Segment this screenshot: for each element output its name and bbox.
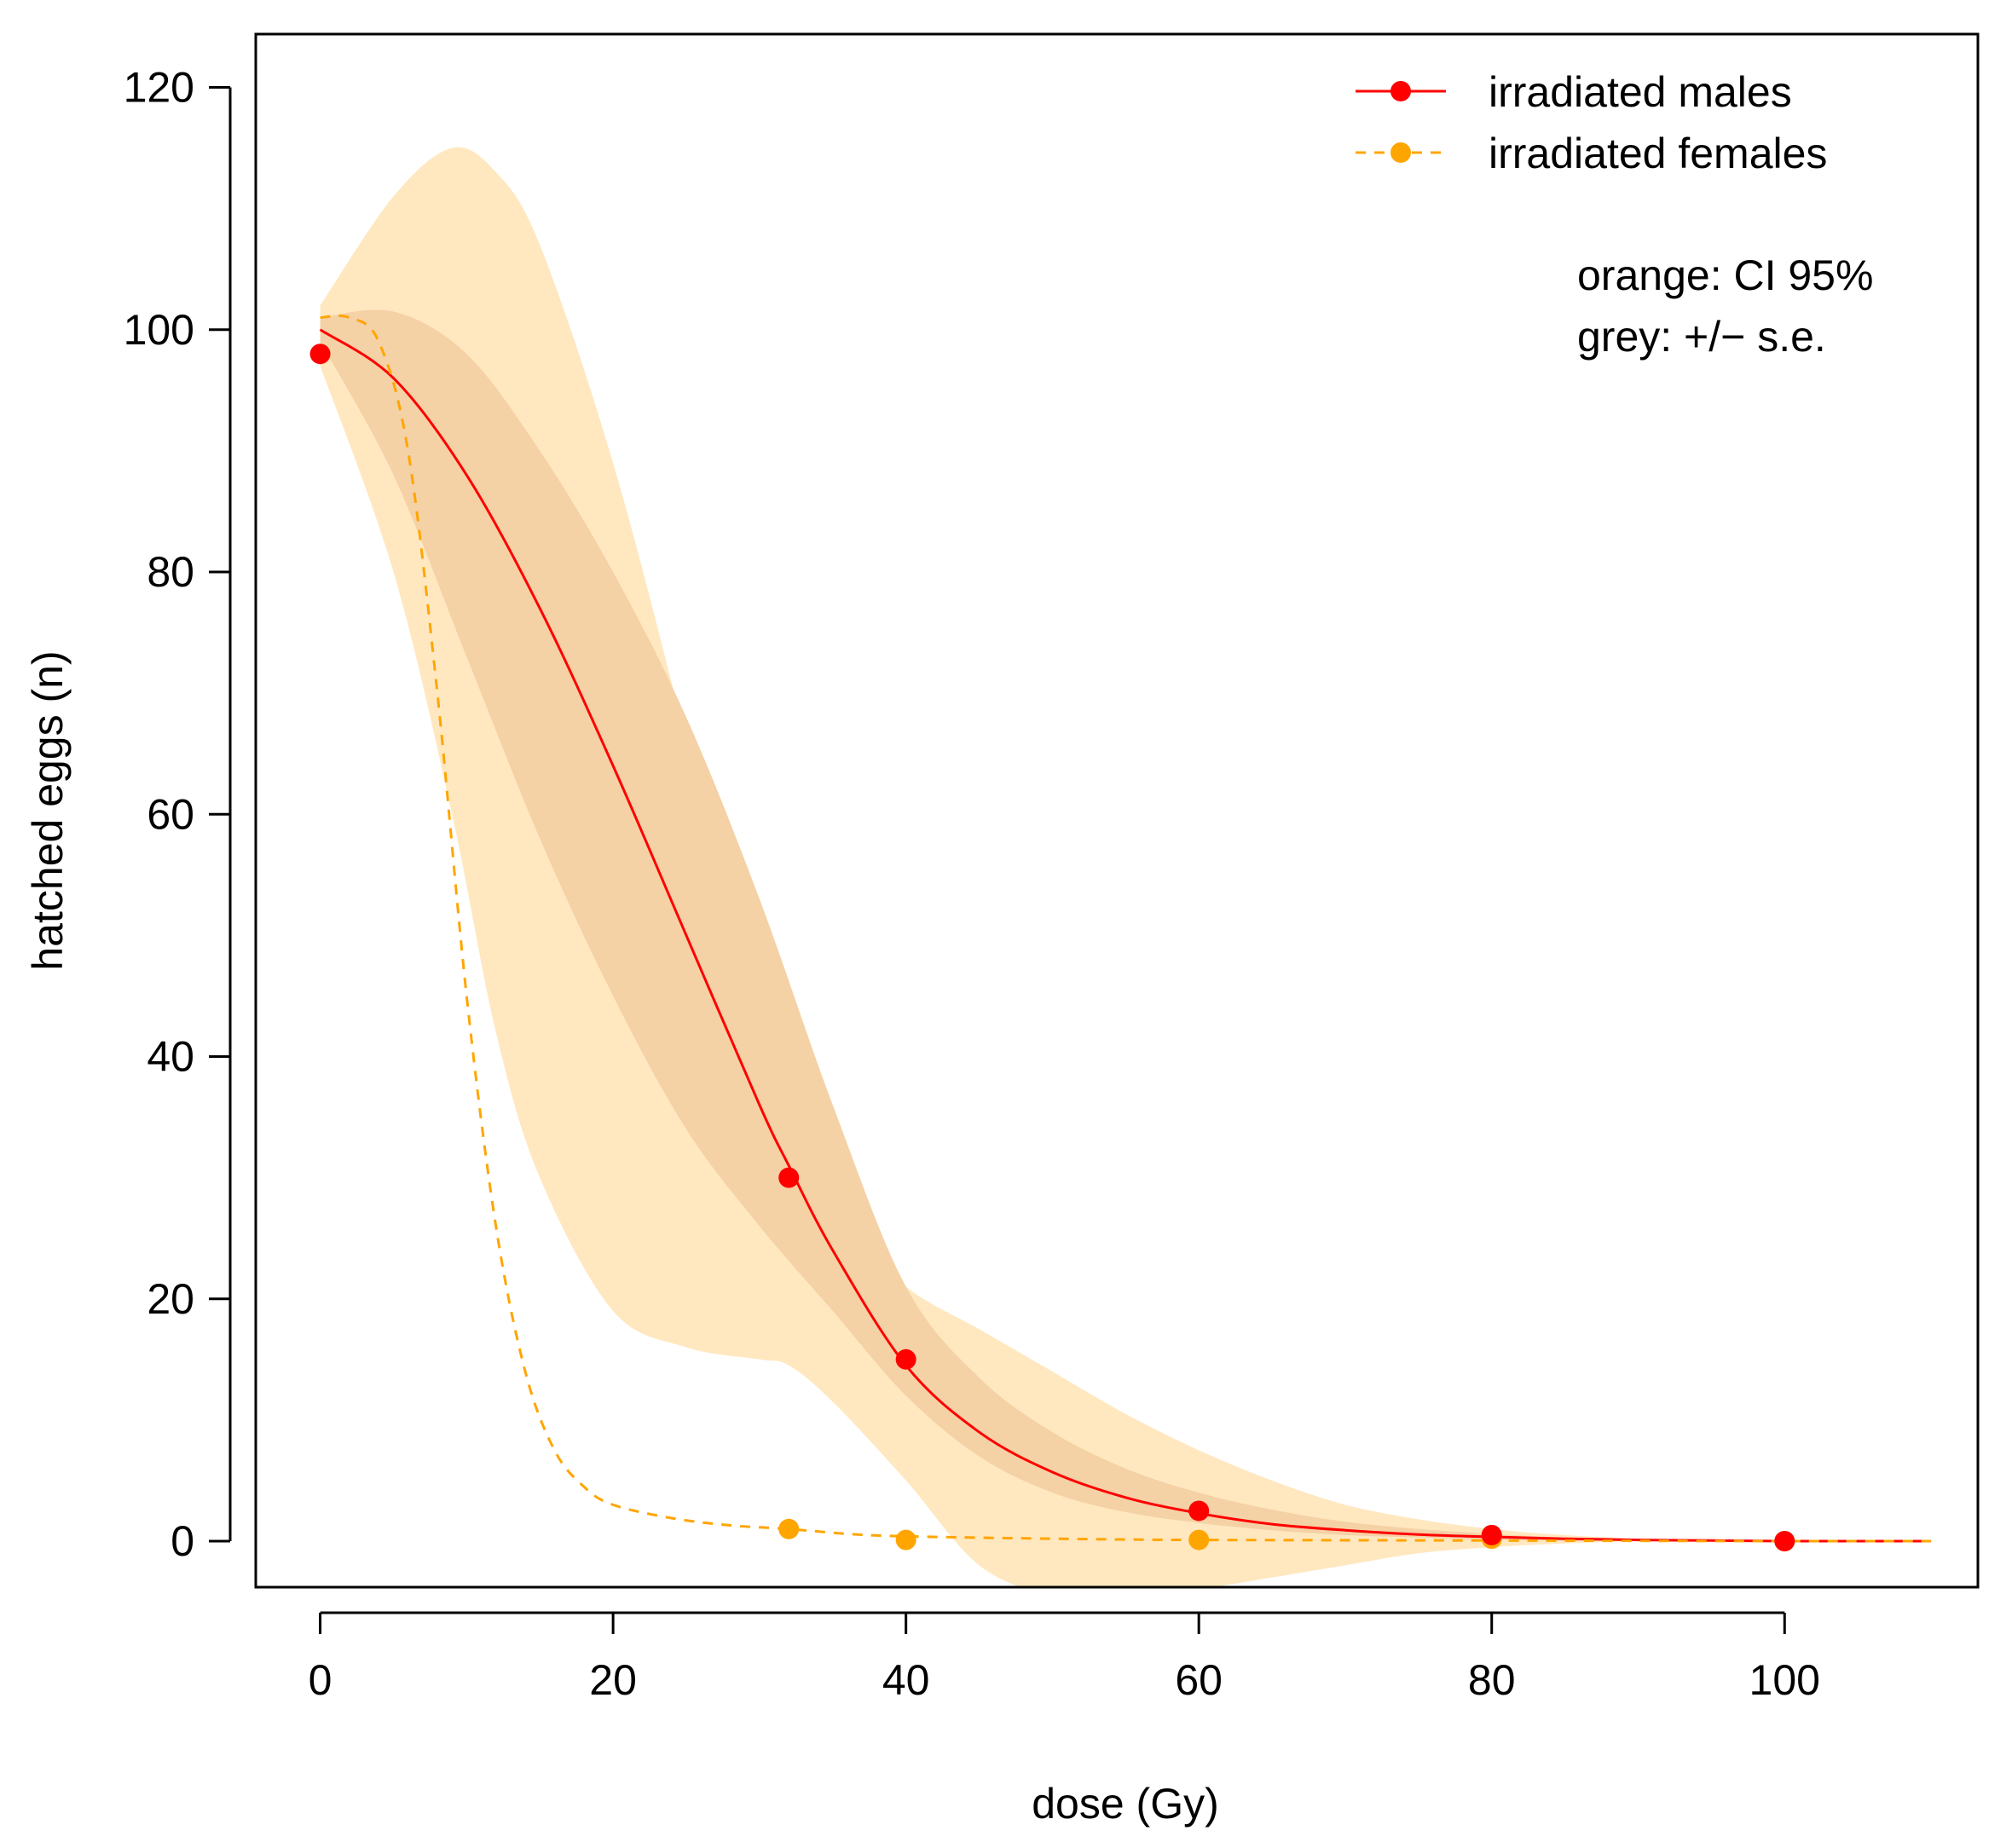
female-point-0 (778, 1518, 800, 1539)
male-point-5 (1774, 1530, 1795, 1551)
plot-area (309, 147, 1932, 1587)
legend-item-females: irradiated females (1356, 130, 1827, 177)
y-tick-label-100: 100 (124, 306, 194, 354)
x-tick-label-80: 80 (1468, 1656, 1516, 1704)
x-tick-label-100: 100 (1749, 1656, 1820, 1704)
y-tick-label-20: 20 (147, 1275, 194, 1323)
legend-male-marker (1390, 81, 1411, 101)
legend-female-label: irradiated females (1489, 130, 1827, 177)
x-axis: 0 20 40 60 80 100 (309, 1611, 1820, 1704)
x-tick-label-40: 40 (882, 1656, 930, 1704)
legend-female-marker (1390, 142, 1411, 163)
female-fit-curve (320, 314, 1932, 1543)
male-point-0 (309, 344, 331, 365)
male-point-1 (778, 1167, 800, 1188)
male-points (309, 344, 1795, 1551)
note-se: grey: +/− s.e. (1577, 313, 1826, 361)
y-axis-title: hatched eggs (n) (24, 650, 72, 970)
female-point-1 (895, 1529, 916, 1551)
x-axis-title: dose (Gy) (1032, 1780, 1219, 1828)
se-band (320, 309, 1932, 1542)
y-tick-label-80: 80 (147, 548, 194, 596)
male-point-2 (895, 1348, 916, 1370)
legend-male-label: irradiated males (1489, 68, 1792, 116)
ci95-band (320, 147, 1931, 1587)
female-point-2 (1188, 1529, 1210, 1551)
male-point-4 (1481, 1524, 1502, 1545)
legend-item-males: irradiated males (1356, 68, 1792, 116)
legend: irradiated males irradiated females (1356, 68, 1827, 177)
y-tick-label-0: 0 (171, 1517, 194, 1565)
y-axis: 0 20 40 60 80 100 120 (124, 64, 232, 1565)
x-tick-label-20: 20 (589, 1656, 637, 1704)
y-tick-label-40: 40 (147, 1033, 194, 1081)
x-tick-label-60: 60 (1175, 1656, 1223, 1704)
note-ci95: orange: CI 95% (1577, 251, 1873, 299)
y-tick-label-120: 120 (124, 64, 194, 112)
x-tick-label-0: 0 (309, 1656, 332, 1704)
male-point-3 (1188, 1500, 1210, 1522)
plot-frame (254, 32, 1980, 1589)
y-tick-label-60: 60 (147, 790, 194, 838)
